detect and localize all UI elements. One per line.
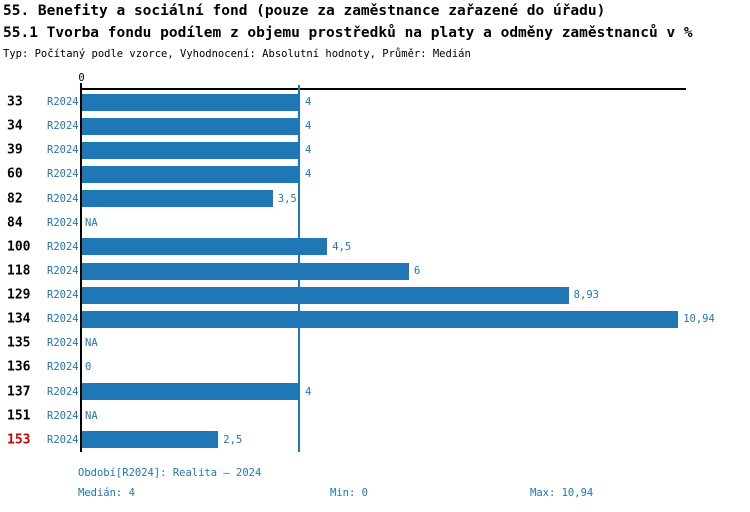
row-series-label: R2024: [47, 120, 79, 133]
row-series-label: R2024: [47, 409, 79, 422]
value-label: 8,93: [573, 289, 599, 302]
chart-row-84: 84 R2024 NA: [0, 211, 750, 235]
chart-row-137: 137 R2024 4: [0, 380, 750, 404]
chart-row-134: 134 R2024 10,94: [0, 307, 750, 331]
report-title: 55. Benefity a sociální fond (pouze za z…: [3, 3, 606, 19]
row-series-label: R2024: [47, 313, 79, 326]
row-category-label: 118: [7, 263, 31, 279]
chart-row-33: 33 R2024 4: [0, 90, 750, 114]
median-stat: Medián: 4: [78, 487, 135, 499]
value-bar: [82, 238, 328, 256]
chart-row-118: 118 R2024 6: [0, 259, 750, 283]
row-category-label: 134: [7, 311, 31, 327]
value-bar: [82, 165, 300, 183]
min-stat: Min: 0: [330, 487, 368, 499]
value-bar: [82, 190, 273, 208]
row-series-label: R2024: [47, 96, 79, 109]
value-label: 4: [305, 168, 312, 181]
row-series-label: R2024: [47, 192, 79, 205]
row-series-label: R2024: [47, 337, 79, 350]
row-category-label: 82: [7, 191, 23, 207]
value-label: 4: [305, 96, 312, 109]
chart-row-129: 129 R2024 8,93: [0, 283, 750, 307]
row-category-label: 60: [7, 166, 23, 182]
axis-zero-tick-label: 0: [78, 72, 85, 84]
value-bar: [82, 383, 300, 401]
period-legend: Období[R2024]: Realita – 2024: [78, 467, 262, 479]
value-bar: [82, 141, 300, 159]
indicator-title: 55.1 Tvorba fondu podílem z objemu prost…: [3, 25, 693, 41]
value-bar: [82, 310, 679, 328]
row-category-label: 151: [7, 408, 31, 424]
value-bar: [82, 286, 569, 304]
row-series-label: R2024: [47, 433, 79, 446]
row-category-label: 39: [7, 142, 23, 158]
row-series-label: R2024: [47, 144, 79, 157]
row-series-label: R2024: [47, 168, 79, 181]
row-category-label: 84: [7, 215, 23, 231]
row-category-label: 34: [7, 118, 23, 134]
value-label: 4,5: [332, 240, 352, 253]
value-bar: [82, 262, 409, 280]
chart-row-151: 151 R2024 NA: [0, 404, 750, 428]
row-category-label: 137: [7, 384, 31, 400]
value-label: NA: [85, 337, 98, 350]
value-label: 3,5: [277, 192, 297, 205]
row-series-label: R2024: [47, 289, 79, 302]
value-label: NA: [85, 216, 98, 229]
row-series-label: R2024: [47, 361, 79, 374]
chart-row-34: 34 R2024 4: [0, 114, 750, 138]
row-category-label: 100: [7, 239, 31, 255]
chart-row-135: 135 R2024 NA: [0, 331, 750, 355]
chart-row-82: 82 R2024 3,5: [0, 187, 750, 211]
axis-y-line: [80, 83, 82, 452]
chart-row-153: 153 R2024 2,5: [0, 428, 750, 452]
value-bar: [82, 431, 219, 449]
chart-row-136: 136 R2024 0: [0, 355, 750, 379]
value-label: 2,5: [223, 433, 243, 446]
max-stat: Max: 10,94: [530, 487, 594, 499]
row-series-label: R2024: [47, 385, 79, 398]
value-bar: [82, 117, 300, 135]
axis-top-line: [80, 88, 686, 90]
row-series-label: R2024: [47, 216, 79, 229]
row-category-label: 129: [7, 287, 31, 303]
row-category-label: 153: [7, 432, 31, 448]
value-label: 6: [414, 264, 421, 277]
chart-row-39: 39 R2024 4: [0, 138, 750, 162]
chart-row-100: 100 R2024 4,5: [0, 235, 750, 259]
row-series-label: R2024: [47, 264, 79, 277]
row-series-label: R2024: [47, 240, 79, 253]
value-label: NA: [85, 409, 98, 422]
value-label: 4: [305, 385, 312, 398]
value-bar: [82, 93, 300, 111]
value-label: 4: [305, 120, 312, 133]
value-label: 0: [85, 361, 92, 374]
indicator-meta: Typ: Počítaný podle vzorce, Vyhodnocení:…: [3, 48, 471, 60]
value-label: 10,94: [683, 313, 715, 326]
chart-row-60: 60 R2024 4: [0, 162, 750, 186]
row-category-label: 33: [7, 94, 23, 110]
row-category-label: 136: [7, 359, 31, 375]
row-category-label: 135: [7, 335, 31, 351]
value-label: 4: [305, 144, 312, 157]
